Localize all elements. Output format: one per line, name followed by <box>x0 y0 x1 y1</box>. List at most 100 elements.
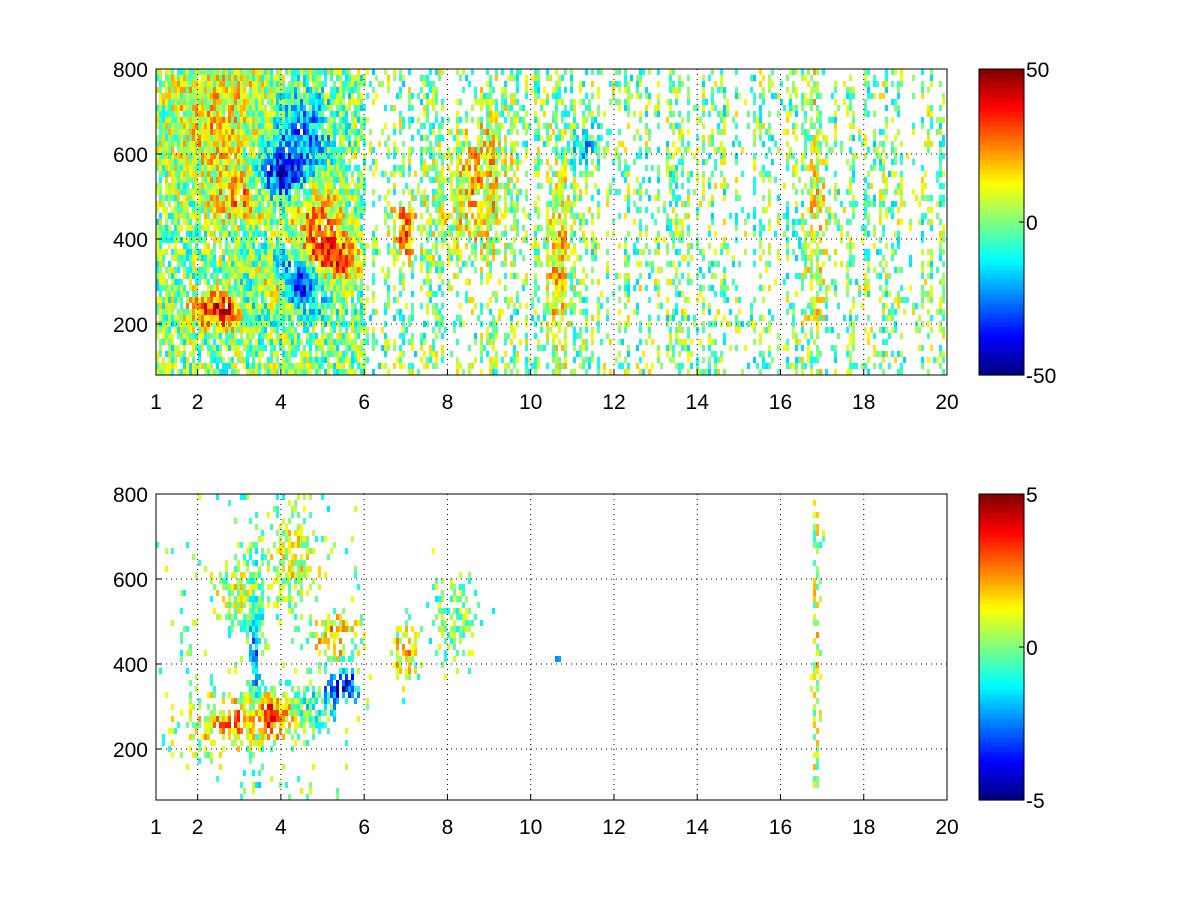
top-heatmap-cell <box>270 189 273 195</box>
top-heatmap-cell <box>582 129 585 135</box>
top-heatmap-cell <box>243 285 246 291</box>
top-heatmap-cell <box>555 297 558 303</box>
top-heatmap-cell <box>450 183 453 189</box>
top-heatmap-cell <box>255 369 258 375</box>
top-heatmap-cell <box>552 207 555 213</box>
top-heatmap-cell <box>300 171 303 177</box>
top-heatmap-cell <box>597 165 600 171</box>
top-heatmap-cell <box>291 75 294 81</box>
top-heatmap-cell <box>348 129 351 135</box>
top-heatmap-cell <box>339 141 342 147</box>
top-heatmap-cell <box>330 171 333 177</box>
top-heatmap-cell <box>180 153 183 159</box>
top-heatmap-cell <box>258 207 261 213</box>
top-heatmap-cell <box>270 231 273 237</box>
top-heatmap-cell <box>291 369 294 375</box>
top-heatmap-cell <box>177 219 180 225</box>
top-heatmap-cell <box>411 339 414 345</box>
top-heatmap-cell <box>573 267 576 273</box>
top-heatmap-cell <box>243 183 246 189</box>
top-heatmap-cell <box>174 231 177 237</box>
top-heatmap-cell <box>243 309 246 315</box>
top-heatmap-cell <box>447 231 450 237</box>
top-heatmap-cell <box>516 201 519 207</box>
top-heatmap-cell <box>435 291 438 297</box>
top-heatmap-cell <box>489 321 492 327</box>
top-heatmap-cell <box>357 309 360 315</box>
top-heatmap-cell <box>558 177 561 183</box>
top-heatmap-cell <box>429 81 432 87</box>
top-heatmap-cell <box>300 339 303 345</box>
top-heatmap-cell <box>354 249 357 255</box>
top-heatmap-cell <box>402 159 405 165</box>
top-heatmap-cell <box>459 315 462 321</box>
top-heatmap-cell <box>426 273 429 279</box>
top-heatmap-cell <box>288 177 291 183</box>
top-heatmap-cell <box>315 333 318 339</box>
top-heatmap-cell <box>219 165 222 171</box>
top-heatmap-cell <box>315 81 318 87</box>
top-heatmap-cell <box>237 183 240 189</box>
top-heatmap-cell <box>546 201 549 207</box>
top-heatmap-cell <box>234 291 237 297</box>
top-heatmap-cell <box>180 147 183 153</box>
top-heatmap-cell <box>537 363 540 369</box>
top-heatmap-cell <box>582 345 585 351</box>
top-heatmap-cell <box>276 327 279 333</box>
top-heatmap-cell <box>597 123 600 129</box>
top-heatmap-cell <box>468 297 471 303</box>
top-heatmap-cell <box>564 363 567 369</box>
top-heatmap-cell <box>213 99 216 105</box>
top-heatmap-cell <box>555 351 558 357</box>
top-heatmap-cell <box>342 225 345 231</box>
top-heatmap-cell <box>534 69 537 75</box>
top-heatmap-cell <box>579 309 582 315</box>
top-heatmap-cell <box>546 93 549 99</box>
top-heatmap-cell <box>237 303 240 309</box>
top-heatmap-cell <box>288 147 291 153</box>
top-heatmap-cell <box>156 303 159 309</box>
top-heatmap-cell <box>561 165 564 171</box>
top-heatmap-cell <box>177 267 180 273</box>
top-heatmap-cell <box>222 195 225 201</box>
top-heatmap-cell <box>372 237 375 243</box>
top-heatmap-cell <box>453 171 456 177</box>
top-heatmap-cell <box>444 195 447 201</box>
top-heatmap-cell <box>246 279 249 285</box>
top-heatmap-cell <box>258 261 261 267</box>
top-heatmap-cell <box>525 279 528 285</box>
top-heatmap-cell <box>474 225 477 231</box>
top-heatmap-cell <box>420 177 423 183</box>
top-heatmap-cell <box>198 279 201 285</box>
top-heatmap-cell <box>408 237 411 243</box>
top-heatmap-cell <box>348 267 351 273</box>
top-heatmap-cell <box>552 255 555 261</box>
top-heatmap-cell <box>159 159 162 165</box>
top-heatmap-cell <box>555 189 558 195</box>
top-heatmap-cell <box>327 105 330 111</box>
top-heatmap-cell <box>573 171 576 177</box>
top-heatmap-cell <box>483 189 486 195</box>
top-heatmap-cell <box>534 255 537 261</box>
top-heatmap-cell <box>504 153 507 159</box>
top-heatmap-cell <box>270 153 273 159</box>
top-heatmap-cell <box>540 225 543 231</box>
top-heatmap-cell <box>354 195 357 201</box>
top-heatmap-cell <box>504 105 507 111</box>
top-heatmap-cell <box>294 267 297 273</box>
top-heatmap-cell <box>288 357 291 363</box>
top-heatmap-cell <box>357 99 360 105</box>
top-heatmap-cell <box>186 297 189 303</box>
top-heatmap-cell <box>579 213 582 219</box>
top-heatmap-cell <box>618 189 621 195</box>
top-heatmap-cell <box>384 105 387 111</box>
top-heatmap-cell <box>450 351 453 357</box>
top-heatmap-cell <box>495 177 498 183</box>
top-heatmap-cell <box>264 141 267 147</box>
top-heatmap-cell <box>399 315 402 321</box>
top-heatmap-cell <box>192 93 195 99</box>
top-heatmap-cell <box>255 255 258 261</box>
top-heatmap-cell <box>156 225 159 231</box>
top-heatmap-cell <box>303 141 306 147</box>
top-heatmap-cell <box>180 285 183 291</box>
